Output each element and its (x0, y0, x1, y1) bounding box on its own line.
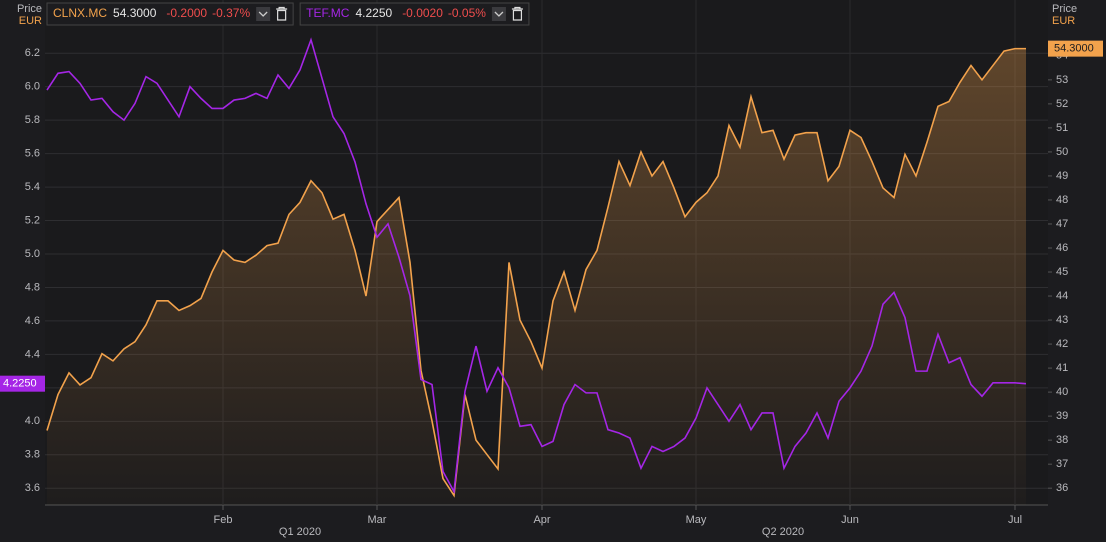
legend-last: 54.3000 (113, 6, 157, 20)
y2-tick-label: 36 (1056, 482, 1068, 494)
x-tick-label: Apr (533, 514, 550, 526)
y2-tick-label: 46 (1056, 242, 1068, 254)
y-tick-label: 5.2 (25, 214, 40, 226)
legend-change: -0.0020 (402, 6, 443, 20)
dropdown-button[interactable] (491, 7, 506, 21)
y2-tick-label: 40 (1056, 386, 1068, 398)
dropdown-button[interactable] (256, 7, 271, 21)
chevron-icon (494, 11, 504, 17)
y-tick-label: 4.0 (25, 415, 40, 427)
y2-tick-label: 50 (1056, 146, 1068, 158)
y2-tick-label: 52 (1056, 98, 1068, 110)
y-tick-label: 3.8 (25, 449, 40, 461)
quarter-label: Q2 2020 (762, 526, 804, 538)
y2-tick-label: 51 (1056, 122, 1068, 134)
y2-tick-label: 42 (1056, 338, 1068, 350)
legend-box (46, 2, 294, 26)
y2-tick-label: 44 (1056, 290, 1068, 302)
legend-change-pct: -0.05% (448, 6, 486, 20)
y-tick-label: 4.8 (25, 281, 40, 293)
legend-item: TEF.MC 4.2250 -0.0020 -0.05% (299, 2, 530, 26)
y-tick-label: 6.2 (25, 47, 40, 59)
y-tick-label: 5.8 (25, 114, 40, 126)
chevron-icon (258, 11, 268, 17)
line (46, 37, 1027, 495)
y2-tick-label: 53 (1056, 74, 1068, 86)
last-value-label: 54.3000 (1054, 43, 1094, 55)
y-tick-label: 5.0 (25, 248, 40, 260)
last-value-label: 4.2250 (3, 378, 37, 390)
delete-icon[interactable] (511, 6, 523, 21)
y-tick-label: 3.6 (25, 482, 40, 494)
legend-item: CLNX.MC 54.3000 -0.2000 -0.37% (46, 2, 294, 26)
y2-tick-label: 43 (1056, 314, 1068, 326)
line (46, 47, 1026, 498)
y2-tick-label: 45 (1056, 266, 1068, 278)
legend-name: TEF.MC (306, 6, 350, 20)
y-unit: EUR (19, 15, 42, 27)
legend-box (299, 2, 530, 26)
legend-change-pct: -0.37% (212, 6, 250, 20)
y2-tick-label: 41 (1056, 362, 1068, 374)
last-value-tag (0, 375, 45, 392)
last-value-tag (1048, 40, 1103, 57)
y2-tick-label: 38 (1056, 434, 1068, 446)
y2-tick-label: 37 (1056, 458, 1068, 470)
y-tick-label: 6.0 (25, 81, 40, 93)
x-tick-label: Mar (368, 514, 387, 526)
y2-title: Price (1052, 3, 1077, 15)
legend-last: 4.2250 (355, 6, 392, 20)
y2-tick-label: 39 (1056, 410, 1068, 422)
x-tick-label: May (686, 514, 707, 526)
x-tick-label: Feb (214, 514, 233, 526)
y2-unit: EUR (1052, 15, 1075, 27)
legend-change: -0.2000 (166, 6, 207, 20)
y-tick-label: 4.4 (25, 348, 40, 360)
y-tick-label: 4.6 (25, 315, 40, 327)
area (47, 48, 1026, 506)
x-tick-label: Jul (1008, 514, 1022, 526)
y-tick-label: 5.4 (25, 181, 40, 193)
y-tick-label: 5.6 (25, 148, 40, 160)
legend-name: CLNX.MC (53, 6, 107, 20)
y2-tick-label: 48 (1056, 194, 1068, 206)
y-title: Price (17, 3, 42, 15)
quarter-label: Q1 2020 (279, 526, 321, 538)
x-tick-label: Jun (841, 514, 859, 526)
y2-tick-label: 47 (1056, 218, 1068, 230)
y2-tick-label: 49 (1056, 170, 1068, 182)
delete-icon[interactable] (276, 6, 288, 21)
